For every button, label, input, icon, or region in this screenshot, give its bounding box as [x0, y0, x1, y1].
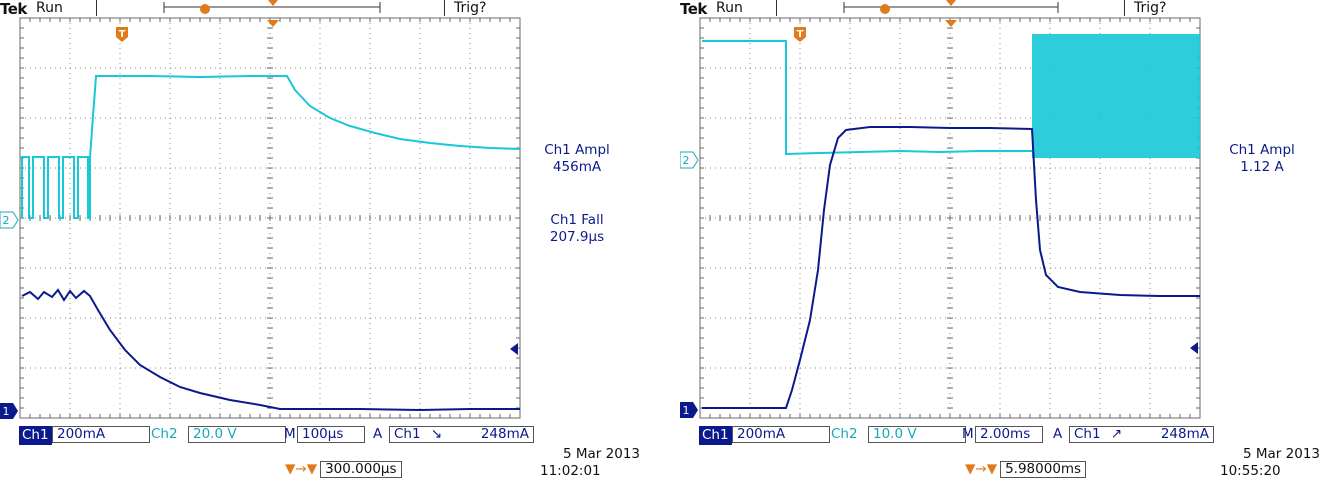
acquire-mode-label: A — [373, 426, 383, 442]
ch2-label: Ch2 — [151, 426, 178, 442]
svg-text:2: 2 — [683, 154, 690, 167]
ch1-scale: 200mA — [732, 426, 830, 443]
brand-label: Tek — [0, 0, 27, 18]
header-separator — [1124, 0, 1125, 16]
date: 5 Mar 2013 — [563, 446, 640, 462]
ch2-scale: 10.0 V — [868, 426, 966, 443]
ch2-waveform — [702, 40, 1032, 156]
time: 10:55:20 — [1220, 463, 1281, 479]
svg-text:T: T — [797, 29, 804, 40]
trigger-delay-icon: ▼→▼ — [965, 461, 998, 477]
ch2-waveform — [21, 75, 521, 219]
horizontal-position-icon — [267, 20, 279, 27]
status-bar: Ch1 200mA Ch2 10.0 V M 2.00ms A Ch1 ↗ 24… — [680, 426, 1321, 445]
trigger-source: Ch1 — [1074, 426, 1101, 442]
record-position-icon — [268, 0, 278, 6]
trigger-level-icon — [1190, 342, 1198, 354]
trigger-delay-icon: ▼→▼ — [285, 461, 318, 477]
run-status: Run — [36, 0, 63, 16]
ch2-scale: 20.0 V — [188, 426, 286, 443]
svg-text:1: 1 — [683, 404, 690, 417]
date: 5 Mar 2013 — [1243, 446, 1320, 462]
run-status: Run — [716, 0, 743, 16]
horizontal-mode-label: M — [962, 426, 974, 442]
header-separator — [96, 0, 97, 16]
header-separator — [444, 0, 445, 16]
date-time: 5 Mar 2013 11:02:01 — [520, 446, 640, 480]
svg-text:2: 2 — [3, 214, 10, 227]
trigger-settings: Ch1 ↘ 248mA — [389, 426, 534, 443]
status-bar: Ch1 200mA Ch2 20.0 V M 100µs A Ch1 ↘ 248… — [0, 426, 645, 445]
svg-text:T: T — [119, 29, 126, 40]
record-trigger-icon — [880, 4, 890, 14]
trigger-delay-value: 5.98000ms — [1000, 461, 1087, 478]
trigger-delay: ▼→▼ 5.98000ms — [965, 461, 1087, 478]
svg-text:1: 1 — [3, 405, 10, 418]
brand-label: Tek — [680, 0, 707, 18]
timebase-value: 2.00ms — [975, 426, 1043, 443]
trigger-position-icon: T — [794, 27, 806, 42]
trigger-delay-value: 300.000µs — [320, 461, 402, 478]
timebase-value: 100µs — [297, 426, 365, 443]
trigger-status: Trig? — [1134, 0, 1167, 16]
ch1-waveform — [21, 288, 520, 412]
trigger-position-icon: T — [116, 27, 128, 42]
horizontal-mode-label: M — [284, 426, 296, 442]
header-separator — [776, 0, 777, 16]
ch1-ground-marker: 1 — [680, 402, 698, 418]
ch2-ground-marker: 2 — [680, 151, 699, 169]
time: 11:02:01 — [540, 463, 601, 479]
record-position-icon — [946, 0, 956, 6]
date-time: 5 Mar 2013 10:55:20 — [1200, 446, 1320, 480]
trigger-level: 248mA — [1160, 426, 1209, 442]
horizontal-position-icon — [945, 20, 957, 27]
record-length-bar — [163, 0, 381, 14]
rising-slope-icon: ↗ — [1110, 426, 1123, 442]
trigger-source: Ch1 — [394, 426, 421, 442]
ch2-label: Ch2 — [831, 426, 858, 442]
ch1-label: Ch1 — [699, 426, 732, 445]
waveform-display: T 2 1 — [0, 0, 521, 419]
acquire-mode-label: A — [1053, 426, 1063, 442]
trigger-status: Trig? — [454, 0, 487, 16]
record-trigger-icon — [200, 4, 210, 14]
graticule — [19, 17, 521, 419]
ch2-noise-band — [1032, 34, 1200, 158]
measurement-ch1-fall: Ch1 Fall 207.9µs — [549, 212, 605, 245]
ch1-label: Ch1 — [19, 426, 52, 445]
waveform-display: T 2 1 — [680, 0, 1201, 419]
trigger-level-icon — [510, 343, 518, 355]
ch2-ground-marker: 2 — [0, 211, 19, 229]
ch1-scale: 200mA — [52, 426, 150, 443]
oscilloscope-right: Tek Run Trig? T 2 1 C — [680, 0, 1321, 480]
falling-slope-icon: ↘ — [430, 426, 443, 442]
oscilloscope-left: Tek Run Trig? T 2 1 — [0, 0, 645, 480]
ch1-ground-marker: 1 — [0, 403, 18, 419]
ch1-waveform — [702, 126, 1200, 409]
measurement-ch1-ampl: Ch1 Ampl 1.12 A — [1229, 142, 1295, 175]
trigger-delay: ▼→▼ 300.000µs — [285, 461, 402, 478]
measurement-ch1-ampl: Ch1 Ampl 456mA — [544, 142, 610, 175]
record-length-bar — [843, 0, 1059, 14]
trigger-level: 248mA — [480, 426, 529, 442]
graticule — [699, 17, 1201, 419]
trigger-settings: Ch1 ↗ 248mA — [1069, 426, 1214, 443]
